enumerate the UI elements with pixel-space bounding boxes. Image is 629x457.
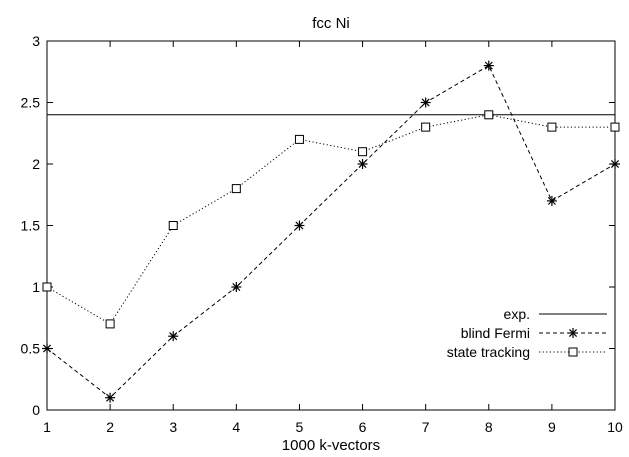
data-point [483, 60, 494, 71]
data-point [294, 220, 305, 231]
x-tick-label: 4 [232, 419, 240, 435]
data-point [484, 110, 494, 120]
chart-title: fcc Ni [312, 15, 350, 32]
legend-label: blind Fermi [461, 325, 530, 341]
data-point [231, 184, 241, 194]
data-point [610, 122, 620, 132]
axis-ticks: 1 2 3 4 5 6 7 8 9 10 0 0.5 1 1.5 2 2.5 3 [21, 33, 623, 435]
data-point [294, 134, 304, 144]
series-blind-fermi [42, 60, 620, 403]
x-tick-label: 5 [296, 419, 304, 435]
data-point [610, 159, 620, 169]
data-point [168, 331, 179, 342]
legend-label: state tracking [447, 344, 530, 360]
data-point [546, 195, 557, 206]
legend-label: exp. [504, 306, 530, 322]
x-tick-label: 2 [106, 419, 114, 435]
x-tick-label: 7 [422, 419, 430, 435]
y-tick-label: 3 [32, 33, 40, 49]
series-layer [42, 60, 620, 403]
series-line [46, 64, 616, 399]
data-point [357, 159, 368, 169]
x-tick-label: 9 [548, 419, 556, 435]
data-point [105, 319, 115, 329]
data-point [168, 221, 178, 230]
data-point [547, 122, 557, 132]
y-tick-label: 0 [32, 402, 40, 418]
series-line [46, 114, 615, 325]
y-tick-label: 2.5 [21, 95, 41, 111]
y-tick-label: 2 [32, 156, 40, 172]
data-point [42, 343, 52, 354]
legend: exp. blind Fermi state tracking [447, 306, 607, 360]
x-tick-label: 6 [359, 419, 367, 435]
x-axis-label: 1000 k-vectors [282, 437, 380, 454]
data-point [231, 282, 242, 292]
x-tick-label: 8 [485, 419, 493, 435]
data-point [105, 392, 116, 403]
legend-marker [568, 328, 578, 338]
data-point [358, 147, 368, 157]
y-tick-label: 1.5 [21, 218, 41, 234]
data-point [420, 97, 431, 108]
series-state-tracking [42, 110, 620, 329]
y-tick-label: 1 [32, 279, 40, 295]
legend-marker [568, 347, 578, 357]
data-point [421, 122, 431, 132]
x-tick-label: 1 [43, 419, 51, 435]
y-tick-label: 0.5 [21, 341, 41, 357]
data-point [42, 282, 52, 292]
x-tick-label: 3 [169, 419, 177, 435]
x-tick-label: 10 [607, 419, 623, 435]
